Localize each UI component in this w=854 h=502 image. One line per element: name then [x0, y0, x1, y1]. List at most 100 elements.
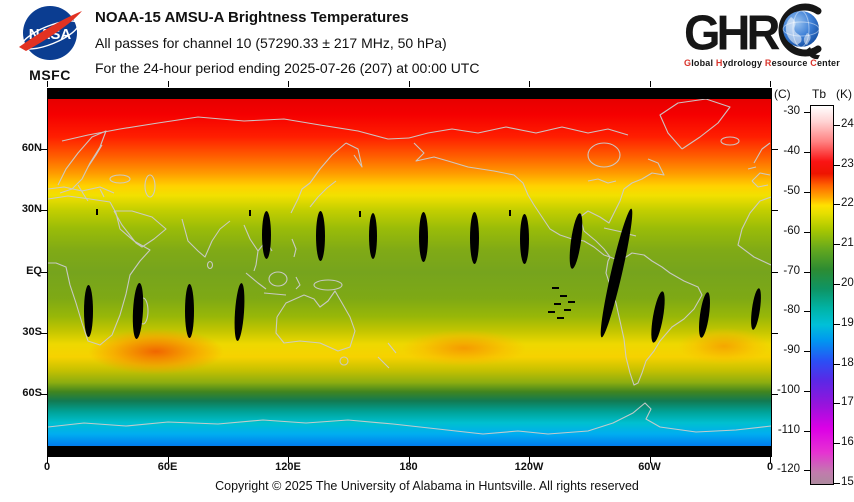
ghrc-tagline-word: Global: [684, 58, 716, 68]
colorbar-label-kelvin: 160: [841, 436, 854, 449]
swath-gap: [184, 284, 194, 338]
ghrc-tagline-word: Hydrology: [715, 58, 765, 68]
swath-gap: [261, 211, 271, 259]
colorbar-tick-kelvin: [834, 403, 840, 405]
lon-axis-label: 0: [43, 461, 51, 473]
lat-axis-label: 60S: [22, 386, 42, 399]
colorbar-tick-celsius: [804, 112, 810, 114]
lat-tick-left: [41, 271, 47, 273]
swath-gap: [315, 211, 325, 261]
swath-gap-fragment: [554, 303, 561, 305]
swath-gap-fragment: [568, 301, 575, 303]
north-pole-nodata-band: [48, 89, 771, 99]
colorbar-label-kelvin: 150: [841, 476, 854, 488]
lon-tick-bottom: [529, 457, 530, 463]
colorbar-tick-celsius: [804, 430, 810, 432]
lat-tick-right: [772, 393, 778, 395]
colorbar-label-kelvin: 240: [841, 117, 854, 130]
colorbar-tick-celsius: [804, 271, 810, 273]
lat-tick-left: [41, 332, 47, 334]
colorbar-label-kelvin: 220: [841, 197, 854, 210]
ghrc-logo-block: GHR Global Hydrology Resource Cente: [684, 3, 850, 68]
title-block: NOAA-15 AMSU-A Brightness Temperatures A…: [95, 9, 479, 85]
lat-tick-left: [41, 393, 47, 395]
colorbar-label-kelvin: 230: [841, 157, 854, 170]
lat-axis-label: 30S: [22, 325, 42, 338]
nasa-logo-block: NASA MSFC: [10, 4, 90, 83]
colorbar-tick-celsius: [804, 152, 810, 154]
colorbar-label-celsius: -110: [777, 423, 800, 436]
lat-tick-left: [41, 210, 47, 212]
colorbar-tick-kelvin: [834, 244, 840, 246]
swath-gap-fragment: [96, 209, 98, 215]
swath-gap-fragment: [560, 295, 567, 297]
lat-tick-right: [772, 271, 778, 273]
page-title: NOAA-15 AMSU-A Brightness Temperatures: [95, 9, 409, 26]
colorbar-label-celsius: -80: [783, 304, 800, 317]
swath-gap-fragment: [557, 317, 564, 319]
nasa-meatball-icon: NASA: [19, 6, 82, 60]
ghrc-letters: GHR: [684, 4, 780, 60]
swath-gap: [469, 212, 479, 264]
coastlines-overlay: [48, 98, 771, 435]
swath-gap-fragment: [509, 210, 511, 216]
colorbar-label-kelvin: 200: [841, 277, 854, 290]
colorbar-label-celsius: -60: [783, 224, 800, 237]
colorbar-tick-celsius: [804, 390, 810, 392]
lon-axis-label: 60E: [157, 461, 178, 473]
brightness-temperature-map: [47, 88, 772, 457]
colorbar-tick-kelvin: [834, 483, 840, 484]
lon-tick-bottom: [408, 457, 410, 463]
swath-gap: [519, 214, 529, 264]
colorbar-tick-kelvin: [834, 164, 840, 166]
colorbar-label-celsius: -70: [783, 264, 800, 277]
lon-axis-label: 120W: [514, 461, 544, 473]
lon-tick-bottom: [47, 457, 48, 463]
colorbar-tick-celsius: [804, 231, 810, 233]
lat-tick-left: [41, 149, 47, 151]
lon-tick-bottom: [167, 457, 169, 463]
nasa-caption: MSFC: [29, 67, 71, 83]
copyright-notice: Copyright © 2025 The University of Alaba…: [215, 479, 639, 493]
lat-axis-label: EQ: [26, 264, 42, 277]
subtitle-channel: All passes for channel 10 (57290.33 ± 21…: [95, 35, 447, 51]
swath-gap-fragment: [564, 309, 571, 311]
colorbar-label-kelvin: 180: [841, 356, 854, 369]
swath-gap: [418, 212, 428, 262]
colorbar-label-kelvin: 190: [841, 316, 854, 329]
lon-tick-bottom: [770, 457, 771, 463]
colorbar-label-kelvin: 210: [841, 237, 854, 250]
swath-gap: [369, 213, 377, 259]
lat-axis-label: 30N: [21, 203, 42, 216]
swath-gap-fragment: [359, 211, 361, 217]
colorbar-unit-kelvin: (K): [836, 87, 852, 101]
ghrc-tagline-word: Center: [810, 58, 840, 68]
lon-axis-label: 120E: [275, 461, 301, 473]
colorbar-label-celsius: -90: [783, 344, 800, 357]
colorbar-unit-celsius: (C): [774, 87, 791, 101]
colorbar-tick-kelvin: [834, 284, 840, 286]
lon-axis-label: 180: [399, 461, 418, 473]
colorbar-tick-kelvin: [834, 443, 840, 445]
colorbar-label-celsius: -120: [776, 463, 800, 476]
swath-gap-fragment: [548, 311, 555, 313]
lon-tick-bottom: [649, 457, 651, 463]
colorbar-tick-kelvin: [834, 204, 840, 206]
lon-tick-top: [770, 81, 771, 87]
colorbar-tick-celsius: [804, 191, 810, 193]
swath-gap-fragment: [249, 210, 251, 216]
lon-tick-top: [529, 81, 530, 87]
ghrc-tagline-word: Resource: [764, 58, 811, 68]
lon-axis-label: 0: [766, 461, 774, 473]
colorbar-label-kelvin: 170: [841, 396, 854, 409]
ghrc-wordmark: GHR: [684, 3, 850, 60]
colorbar-tick-celsius: [804, 311, 810, 313]
lon-tick-top: [649, 81, 651, 87]
colorbar-quantity-label: Tb: [812, 87, 827, 101]
colorbar-tick-celsius: [804, 351, 810, 353]
colorbar-tick-celsius: [804, 470, 810, 472]
lon-tick-top: [47, 81, 48, 87]
lon-tick-bottom: [288, 457, 289, 463]
ghrc-tagline: Global Hydrology Resource Center: [684, 58, 850, 68]
colorbar-label-celsius: -50: [783, 184, 800, 197]
